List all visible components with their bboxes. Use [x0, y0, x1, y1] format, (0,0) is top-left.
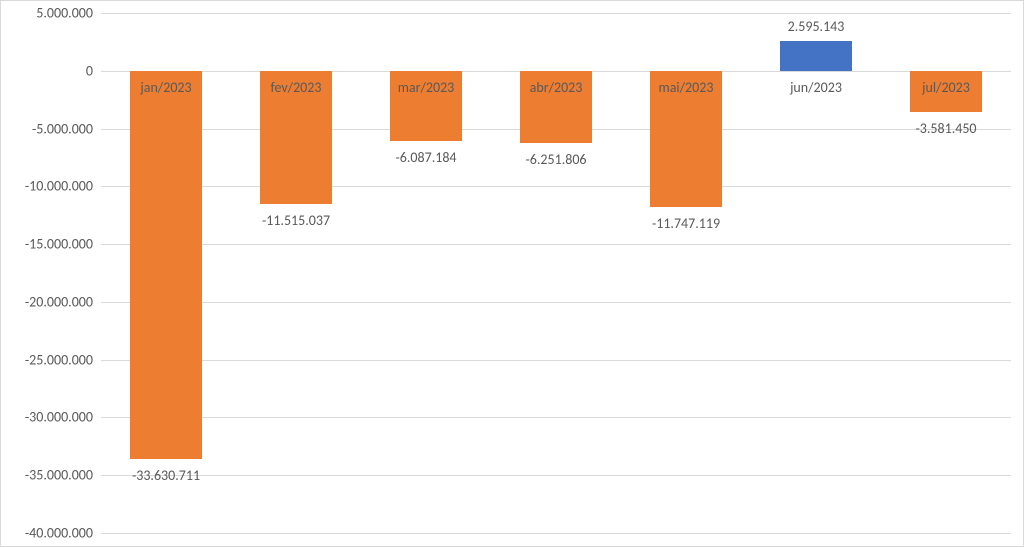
bar: [780, 41, 852, 71]
bar: [130, 71, 202, 460]
y-axis-tick-label: -15.000.000: [25, 236, 101, 253]
category-label: mai/2023: [659, 79, 714, 96]
gridline: [101, 360, 1011, 361]
chart-frame: -40.000.000 -35.000.000 -30.000.000 -25.000…: [0, 0, 1024, 547]
category-label: fev/2023: [271, 79, 322, 96]
data-label: -3.581.450: [915, 120, 976, 137]
y-axis-tick-label: 0: [86, 62, 101, 79]
category-label: jan/2023: [140, 79, 191, 96]
category-label: jul/2023: [922, 79, 970, 96]
gridline: [101, 475, 1011, 476]
data-label: 2.595.143: [788, 18, 845, 35]
data-label: -11.747.119: [652, 215, 720, 232]
gridline: [101, 417, 1011, 418]
plot-area: -40.000.000-35.000.000-30.000.000-25.000…: [101, 13, 1011, 533]
category-label: abr/2023: [530, 79, 583, 96]
data-label: -6.251.806: [525, 151, 586, 168]
category-label: jun/2023: [790, 79, 842, 96]
gridline: [101, 13, 1011, 14]
data-label: -6.087.184: [395, 149, 456, 166]
y-axis-tick-label: -30.000.000: [25, 409, 101, 426]
data-label: -33.630.711: [132, 467, 200, 484]
category-label: mar/2023: [398, 79, 455, 96]
y-axis-tick-label: -20.000.000: [25, 293, 101, 310]
y-axis-tick-label: -5.000.000: [32, 120, 101, 137]
data-label: -11.515.037: [262, 212, 330, 229]
gridline: [101, 533, 1011, 534]
y-axis-tick-label: -35.000.000: [25, 467, 101, 484]
y-axis-tick-label: 5.000.000: [36, 5, 101, 22]
y-axis-tick-label: -10.000.000: [25, 178, 101, 195]
gridline: [101, 302, 1011, 303]
gridline: [101, 244, 1011, 245]
y-axis-tick-label: -25.000.000: [25, 351, 101, 368]
gridline: [101, 186, 1011, 187]
y-axis-tick-label: -40.000.000: [25, 525, 101, 542]
